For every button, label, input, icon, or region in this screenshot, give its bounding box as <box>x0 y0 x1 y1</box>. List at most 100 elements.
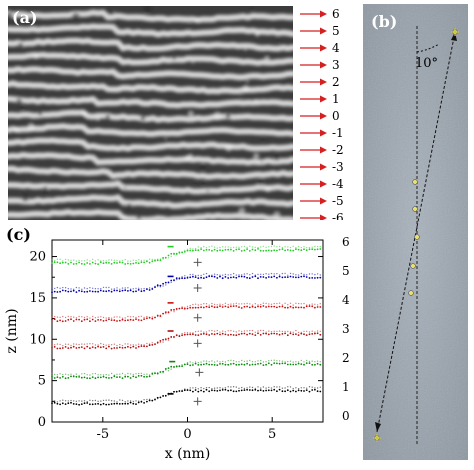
profile-point-secondary <box>108 374 110 376</box>
profile-point <box>183 307 186 310</box>
profile-point-secondary <box>189 361 191 363</box>
profile-point-secondary <box>211 274 213 276</box>
profile-point <box>83 376 86 379</box>
profile-point <box>297 248 300 251</box>
profile-point <box>102 402 105 405</box>
profile-point <box>197 306 200 309</box>
profile-point-secondary <box>219 246 221 249</box>
profile-point <box>235 390 238 393</box>
profile-point <box>259 334 262 336</box>
profile-point <box>170 279 173 282</box>
profile-point <box>151 260 154 263</box>
lattice-noise-spot <box>254 98 259 103</box>
profile-point-secondary <box>62 315 64 318</box>
profile-point-secondary <box>224 331 227 333</box>
profile-point-secondary <box>129 288 132 290</box>
lattice-noise-spot <box>46 186 50 190</box>
profile-point <box>303 275 305 278</box>
profile-point-secondary <box>154 399 156 401</box>
profile-point <box>230 333 232 336</box>
profile-point <box>170 365 173 368</box>
profile-point-secondary <box>216 360 218 362</box>
profile-point <box>146 400 148 403</box>
profile-point-secondary <box>97 288 99 290</box>
profile-point-secondary <box>260 387 262 389</box>
profile-point <box>70 318 72 321</box>
profile-point <box>183 250 186 253</box>
x-axis-label: x (nm) <box>165 446 211 462</box>
profile-point-secondary <box>119 399 121 401</box>
profile-point <box>319 390 322 393</box>
right-index-label: 5 <box>342 264 350 278</box>
profile-point <box>251 305 254 308</box>
profile-point <box>240 275 243 278</box>
profile-point <box>99 261 102 264</box>
profile-point-secondary <box>121 287 124 289</box>
profile-point <box>143 345 146 348</box>
lattice-noise-spot <box>253 152 260 160</box>
profile-point-secondary <box>178 278 181 280</box>
profile-point-secondary <box>213 246 216 248</box>
profile-point-secondary <box>119 260 121 262</box>
profile-point <box>135 403 137 405</box>
profile-point <box>51 402 53 404</box>
profile-point-secondary <box>121 317 124 319</box>
profile-point <box>135 318 137 320</box>
profile-point-secondary <box>278 330 281 332</box>
lattice-noise-spot <box>195 17 200 23</box>
profile-point <box>197 390 200 393</box>
profile-point <box>137 289 140 291</box>
lattice-noise-spot <box>261 137 265 142</box>
profile-point-secondary <box>119 343 121 346</box>
profile-point <box>311 277 314 279</box>
profile-point-secondary <box>173 280 175 282</box>
profile-point-secondary <box>157 315 159 318</box>
profile-point <box>200 276 203 279</box>
profile-point <box>240 389 243 392</box>
profile-point-secondary <box>81 343 83 345</box>
lattice-noise-spot <box>126 203 133 210</box>
profile-point <box>121 347 124 349</box>
profile-point <box>83 291 86 293</box>
profile-point <box>83 318 86 321</box>
profile-point-secondary <box>132 316 134 318</box>
profile-point-secondary <box>257 386 259 388</box>
profile-point-secondary <box>159 341 162 343</box>
profile-point-secondary <box>129 400 132 402</box>
profile-point-secondary <box>75 373 78 375</box>
profile-point-secondary <box>56 374 59 376</box>
profile-point <box>267 362 270 365</box>
profile-point <box>276 249 278 252</box>
lattice-noise-spot <box>136 214 142 220</box>
profile-point <box>316 248 319 251</box>
profile-point <box>305 249 308 252</box>
profile-point <box>235 276 238 279</box>
lattice-noise-spot <box>257 160 261 164</box>
profile-point <box>227 306 230 308</box>
profile-point <box>227 248 230 251</box>
profile-point <box>238 275 240 278</box>
profile-point-secondary <box>203 303 205 305</box>
profile-point-secondary <box>78 287 80 289</box>
profile-point-secondary <box>232 386 235 388</box>
profile-point-secondary <box>51 343 53 346</box>
profile-point-secondary <box>268 330 270 332</box>
profile-point <box>284 390 286 393</box>
profile-point-secondary <box>70 316 72 318</box>
profile-point-secondary <box>97 374 99 376</box>
profile-series <box>51 329 322 350</box>
profile-point-secondary <box>83 287 86 289</box>
profile-point-secondary <box>146 315 148 318</box>
profile-point-secondary <box>306 247 308 249</box>
profile-point-secondary <box>78 374 80 377</box>
profile-point-secondary <box>186 305 189 308</box>
profile-point-secondary <box>311 330 313 332</box>
profile-point-secondary <box>254 331 256 333</box>
profile-point-secondary <box>94 372 97 375</box>
profile-point-secondary <box>110 317 113 319</box>
profile-point-secondary <box>186 362 189 364</box>
profile-point-secondary <box>186 388 189 391</box>
profile-point-secondary <box>238 330 240 332</box>
profile-point <box>238 333 240 336</box>
profile-point <box>235 363 238 366</box>
